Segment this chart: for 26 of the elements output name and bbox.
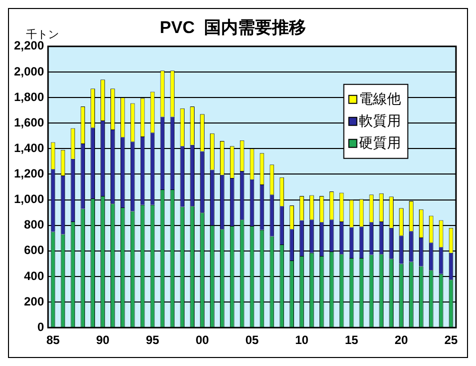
legend-label: 電線他 xyxy=(358,90,401,106)
y-tick-label: 1,200 xyxy=(14,166,44,181)
y-tick-label: 1,400 xyxy=(14,140,44,155)
x-tick-label: 10 xyxy=(295,333,309,348)
legend-label: 硬質用 xyxy=(358,134,401,150)
x-tick-label: 85 xyxy=(46,333,60,348)
y-tick-label: 2,000 xyxy=(14,64,44,78)
x-tick-label: 05 xyxy=(245,333,260,348)
legend-label: 軟質用 xyxy=(358,112,401,128)
y-axis-title: 千トン xyxy=(26,28,60,41)
y-tick-label: 400 xyxy=(24,268,44,283)
y-tick-label: 1,800 xyxy=(14,90,44,104)
x-tick-label: 20 xyxy=(394,333,408,348)
y-tick-label: 800 xyxy=(24,218,44,232)
y-tick-label: 1,600 xyxy=(14,115,44,130)
y-tick-label: 0 xyxy=(37,320,44,334)
y-tick-label: 600 xyxy=(24,243,44,258)
x-tick-label: 15 xyxy=(344,333,359,348)
x-tick-label: 25 xyxy=(444,333,458,348)
y-tick-label: 1,000 xyxy=(14,192,44,206)
y-tick-label: 2,200 xyxy=(14,38,44,53)
x-tick-label: 90 xyxy=(96,333,110,348)
x-tick-label: 95 xyxy=(146,333,160,348)
chart-title: PVC 国内需要推移 xyxy=(160,18,306,37)
x-tick-label: 00 xyxy=(196,333,210,348)
y-tick-label: 200 xyxy=(24,294,44,308)
